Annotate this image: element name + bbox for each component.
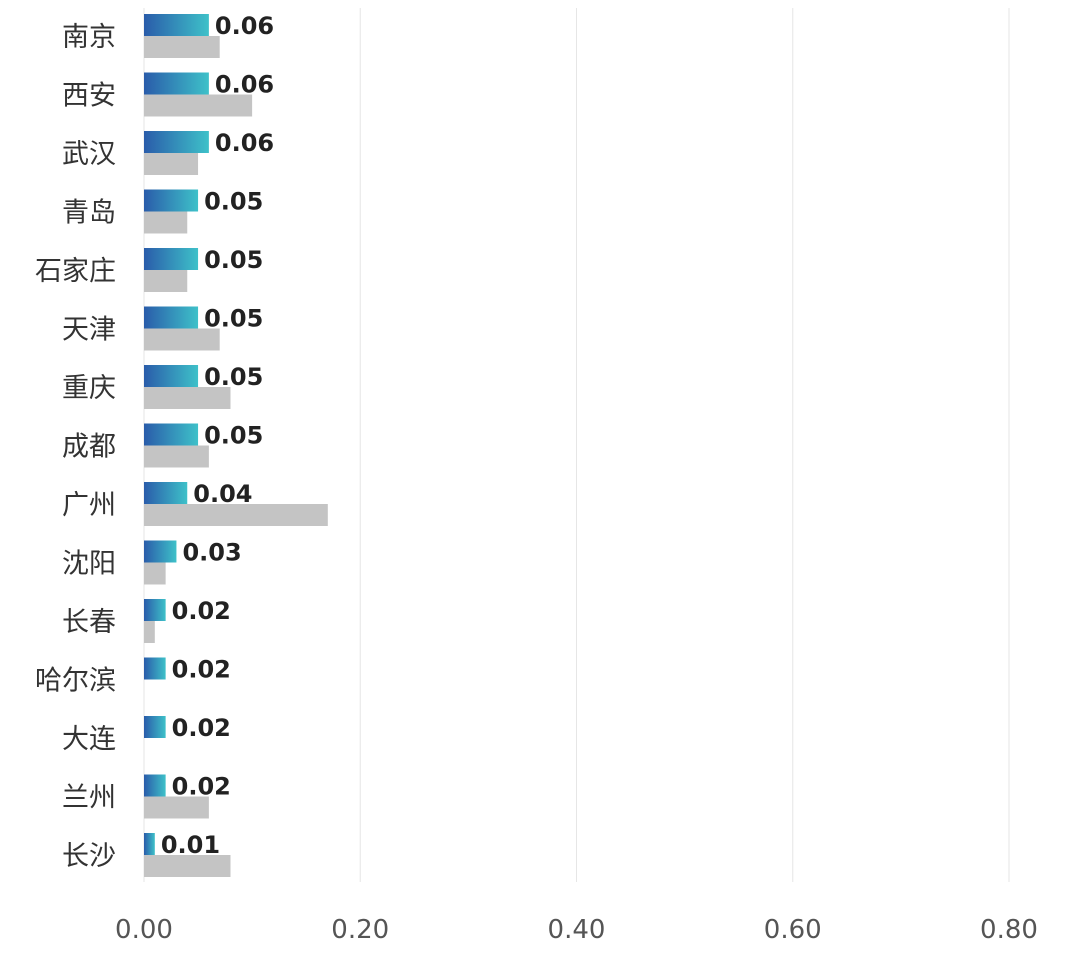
bar-secondary: [144, 94, 253, 117]
bar-primary: [144, 774, 166, 797]
bar-primary: [144, 482, 188, 504]
data-label: 0.06: [215, 129, 274, 157]
data-label: 0.05: [204, 422, 263, 450]
data-label: 0.05: [204, 246, 263, 274]
category-label: 青岛: [62, 198, 116, 229]
category-label: 西安: [62, 81, 116, 112]
x-tick-label: 0.60: [764, 915, 822, 945]
bar-secondary: [144, 562, 166, 585]
bar-secondary: [144, 445, 209, 468]
bar-primary: [144, 599, 166, 621]
bar-primary: [144, 131, 209, 153]
data-label: 0.02: [172, 714, 231, 742]
bar-primary: [144, 306, 199, 329]
bar-secondary: [144, 621, 155, 643]
category-label: 武汉: [62, 139, 116, 170]
bar-secondary: [144, 211, 188, 234]
category-label: 广州: [62, 490, 116, 521]
data-label: 0.02: [172, 597, 231, 625]
labels: 0.00 0.20 0.40 0.60 0.80 南京 0.06 西安 0.06 武汉 0.06 青岛…: [35, 12, 1038, 945]
bar-primary: [144, 716, 166, 738]
bar-primary: [144, 423, 199, 446]
category-label: 长春: [62, 607, 116, 638]
bar-primary: [144, 657, 166, 680]
bar-secondary: [144, 328, 220, 351]
category-label: 石家庄: [35, 256, 116, 287]
data-label: 0.06: [215, 12, 274, 40]
category-label: 哈尔滨: [35, 666, 116, 697]
data-label: 0.01: [161, 831, 220, 859]
bar-secondary: [144, 504, 328, 526]
data-label: 0.05: [204, 188, 263, 216]
bars: [144, 14, 328, 877]
x-tick-label: 0.80: [980, 915, 1038, 945]
category-label: 沈阳: [62, 549, 116, 580]
bar-primary: [144, 248, 199, 270]
bar-secondary: [144, 36, 220, 58]
data-label: 0.04: [193, 480, 252, 508]
category-label: 天津: [62, 315, 116, 346]
bar-primary: [144, 833, 155, 855]
category-label: 重庆: [62, 373, 116, 404]
category-label: 大连: [62, 724, 116, 755]
bar-primary: [144, 72, 209, 95]
data-label: 0.02: [172, 773, 231, 801]
data-label: 0.06: [215, 71, 274, 99]
category-label: 成都: [62, 432, 116, 463]
bar-secondary: [144, 153, 199, 175]
x-tick-label: 0.40: [548, 915, 606, 945]
data-label: 0.05: [204, 363, 263, 391]
bar-primary: [144, 540, 177, 563]
bar-primary: [144, 365, 199, 387]
bar-secondary: [144, 387, 231, 409]
category-label: 南京: [62, 22, 116, 53]
bar-primary: [144, 189, 199, 212]
data-label: 0.05: [204, 305, 263, 333]
data-label: 0.03: [182, 539, 241, 567]
bar-secondary: [144, 270, 188, 292]
bar-secondary: [144, 796, 209, 819]
data-label: 0.02: [172, 656, 231, 684]
bar-primary: [144, 14, 209, 36]
category-label: 兰州: [62, 783, 116, 814]
category-label: 长沙: [62, 841, 116, 872]
x-tick-label: 0.20: [331, 915, 389, 945]
x-tick-label: 0.00: [115, 915, 173, 945]
bar-secondary: [144, 855, 231, 877]
